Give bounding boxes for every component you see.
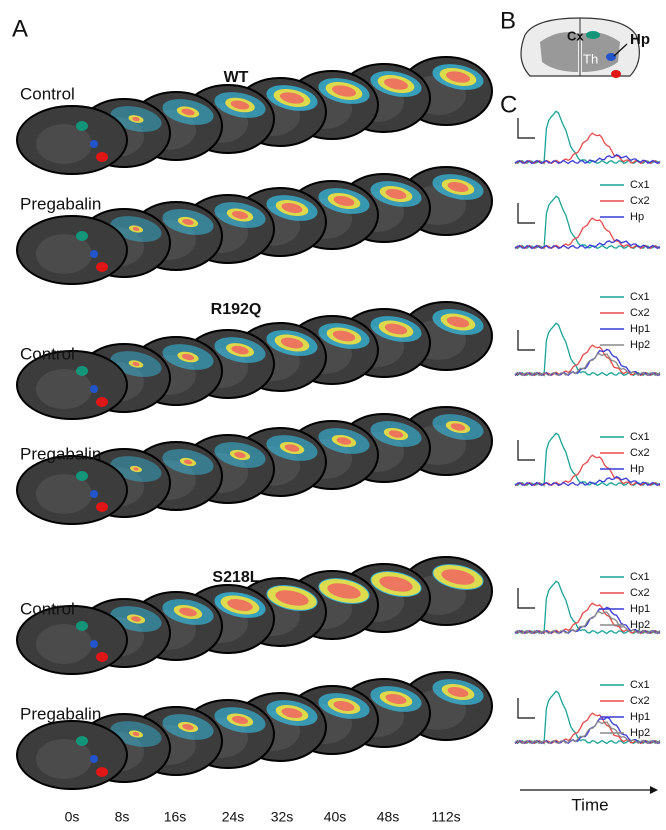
roi bbox=[90, 250, 98, 258]
legend-label: Cx2 bbox=[630, 587, 650, 599]
trace bbox=[515, 111, 660, 163]
legend-label: Hp1 bbox=[630, 603, 650, 615]
scale-bar bbox=[518, 330, 535, 350]
roi bbox=[96, 652, 108, 662]
brain-slice bbox=[17, 216, 127, 284]
scale-bar bbox=[518, 440, 535, 460]
time-label: 40s bbox=[324, 809, 347, 825]
roi bbox=[76, 621, 88, 631]
roi bbox=[96, 262, 108, 272]
panel-label: A bbox=[12, 15, 28, 42]
legend-label: Hp bbox=[630, 211, 644, 223]
roi bbox=[90, 140, 98, 148]
roi bbox=[90, 490, 98, 498]
time-axis-label: Time bbox=[571, 795, 608, 814]
scale-bar bbox=[518, 698, 535, 718]
time-label: 8s bbox=[115, 809, 130, 825]
time-label: 0s bbox=[65, 809, 80, 825]
panel-label: B bbox=[500, 7, 516, 34]
legend-label: Hp1 bbox=[630, 711, 650, 723]
legend-label: Hp2 bbox=[630, 619, 650, 631]
roi bbox=[76, 121, 88, 131]
roi bbox=[90, 385, 98, 393]
genotype-title: WT bbox=[224, 69, 249, 86]
legend-label: Cx1 bbox=[630, 571, 650, 583]
roi bbox=[76, 231, 88, 241]
condition-label: Control bbox=[20, 84, 75, 103]
condition-label: Pregabalin bbox=[20, 704, 101, 723]
condition-label: Pregabalin bbox=[20, 444, 101, 463]
condition-label: Control bbox=[20, 344, 75, 363]
roi bbox=[76, 736, 88, 746]
condition-label: Control bbox=[20, 599, 75, 618]
roi bbox=[76, 366, 88, 376]
brain-slice bbox=[17, 456, 127, 524]
diagram-label: Hp bbox=[630, 31, 650, 48]
brain-diagram: Cx Th Hp bbox=[521, 18, 650, 78]
time-label: 24s bbox=[222, 809, 245, 825]
genotype-title: R192Q bbox=[211, 301, 262, 318]
scale-bar bbox=[518, 118, 535, 138]
scale-bar bbox=[518, 203, 535, 223]
trace bbox=[515, 133, 660, 163]
legend-label: Cx2 bbox=[630, 307, 650, 319]
legend-label: Cx2 bbox=[630, 695, 650, 707]
roi bbox=[96, 767, 108, 777]
condition-label: Pregabalin bbox=[20, 194, 101, 213]
figure: A B C Cx Th Hp Time WT Control Pregabalin C… bbox=[0, 0, 666, 830]
legend-label: Hp2 bbox=[630, 339, 650, 351]
roi bbox=[96, 502, 108, 512]
legend-label: Hp2 bbox=[630, 727, 650, 739]
time-arrow-head bbox=[650, 786, 658, 794]
legend-label: Cx2 bbox=[630, 447, 650, 459]
panel-label: C bbox=[500, 91, 517, 118]
diagram-label: Cx bbox=[567, 28, 584, 43]
diagram-label: Th bbox=[583, 51, 598, 66]
time-label: 16s bbox=[164, 809, 187, 825]
roi bbox=[96, 397, 108, 407]
legend-label: Cx1 bbox=[630, 679, 650, 691]
legend-label: Hp bbox=[630, 463, 644, 475]
content: WT Control Pregabalin Cx1 Cx2 Hp R192Q Control C… bbox=[17, 57, 660, 825]
time-label: 112s bbox=[431, 809, 460, 825]
roi bbox=[90, 755, 98, 763]
roi bbox=[76, 471, 88, 481]
time-label: 48s bbox=[377, 809, 400, 825]
time-label: 32s bbox=[271, 809, 294, 825]
legend-label: Hp1 bbox=[630, 323, 650, 335]
legend-label: Cx2 bbox=[630, 195, 650, 207]
roi bbox=[96, 152, 108, 162]
scale-bar bbox=[518, 588, 535, 608]
legend-label: Cx1 bbox=[630, 291, 650, 303]
roi bbox=[90, 640, 98, 648]
legend-label: Cx1 bbox=[630, 179, 650, 191]
legend-label: Cx1 bbox=[630, 431, 650, 443]
brain-slice bbox=[17, 106, 127, 174]
brain-slice bbox=[17, 721, 127, 789]
